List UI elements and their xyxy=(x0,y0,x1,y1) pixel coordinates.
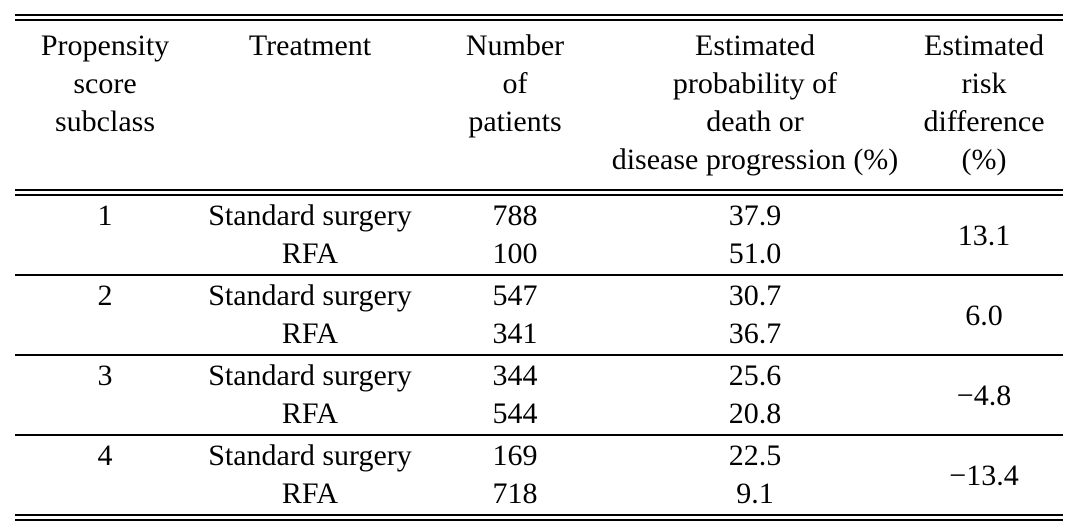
table-row: 3 Standard surgery 344 25.6 −4.8 xyxy=(15,355,1063,412)
n-patients-cell: 718 xyxy=(492,477,538,510)
treatment-cell: RFA xyxy=(281,237,339,270)
table-row: 4 Standard surgery 169 22.5 −13.4 xyxy=(15,435,1063,492)
risk-difference-cell: 6.0 xyxy=(965,298,1003,332)
n-patients-cell: 169 xyxy=(492,439,538,472)
table-row: 2 Standard surgery 547 30.7 6.0 xyxy=(15,275,1063,332)
subclass-cell: 2 xyxy=(97,279,113,312)
table-row: 1 Standard surgery 788 37.9 13.1 xyxy=(15,193,1063,252)
header-row: Propensity score subclass Treatment Numb… xyxy=(15,18,1063,193)
table-row: RFA 544 20.8 xyxy=(15,395,1063,435)
treatment-cell: RFA xyxy=(281,317,339,350)
col-header-treatment: Treatment xyxy=(248,29,372,62)
subclass-cell: 4 xyxy=(97,439,113,472)
n-patients-cell: 788 xyxy=(492,199,538,232)
propensity-results-table: Propensity score subclass Treatment Numb… xyxy=(15,14,1063,521)
treatment-cell: RFA xyxy=(281,397,339,430)
risk-difference-cell: 13.1 xyxy=(957,218,1011,252)
risk-difference-cell: −4.8 xyxy=(956,378,1012,412)
probability-cell: 25.6 xyxy=(728,359,782,392)
n-patients-cell: 100 xyxy=(492,237,538,270)
subclass-group-2: 2 Standard surgery 547 30.7 6.0 RFA 341 … xyxy=(15,275,1063,355)
treatment-cell: Standard surgery xyxy=(208,199,412,232)
subclass-group-4: 4 Standard surgery 169 22.5 −13.4 RFA 71… xyxy=(15,435,1063,518)
table-row: RFA 718 9.1 xyxy=(15,475,1063,518)
treatment-cell: RFA xyxy=(281,477,339,510)
n-patients-cell: 344 xyxy=(492,359,538,392)
risk-difference-cell: −13.4 xyxy=(949,458,1019,492)
n-patients-cell: 544 xyxy=(492,397,538,430)
table-row: RFA 341 36.7 xyxy=(15,315,1063,355)
subclass-cell: 1 xyxy=(97,199,113,232)
table-header: Propensity score subclass Treatment Numb… xyxy=(15,18,1063,193)
subclass-group-3: 3 Standard surgery 344 25.6 −4.8 RFA 544… xyxy=(15,355,1063,435)
col-header-estimated-probability: Estimated probability of death or diseas… xyxy=(611,29,899,176)
n-patients-cell: 547 xyxy=(492,279,538,312)
treatment-cell: Standard surgery xyxy=(208,359,412,392)
subclass-cell: 3 xyxy=(97,359,113,392)
probability-cell: 9.1 xyxy=(736,477,774,510)
treatment-cell: Standard surgery xyxy=(208,279,412,312)
table-row: RFA 100 51.0 xyxy=(15,235,1063,275)
col-header-propensity-score-subclass: Propensity score subclass xyxy=(40,29,170,138)
probability-cell: 30.7 xyxy=(728,279,782,312)
probability-cell: 20.8 xyxy=(728,397,782,430)
treatment-cell: Standard surgery xyxy=(208,439,412,472)
probability-cell: 51.0 xyxy=(728,237,782,270)
probability-cell: 22.5 xyxy=(728,439,782,472)
probability-cell: 37.9 xyxy=(728,199,782,232)
probability-cell: 36.7 xyxy=(728,317,782,350)
n-patients-cell: 341 xyxy=(492,317,538,350)
col-header-number-of-patients: Number of patients xyxy=(465,29,565,138)
col-header-estimated-risk-difference: Estimated risk difference (%) xyxy=(923,29,1045,176)
subclass-group-1: 1 Standard surgery 788 37.9 13.1 RFA 100… xyxy=(15,193,1063,275)
